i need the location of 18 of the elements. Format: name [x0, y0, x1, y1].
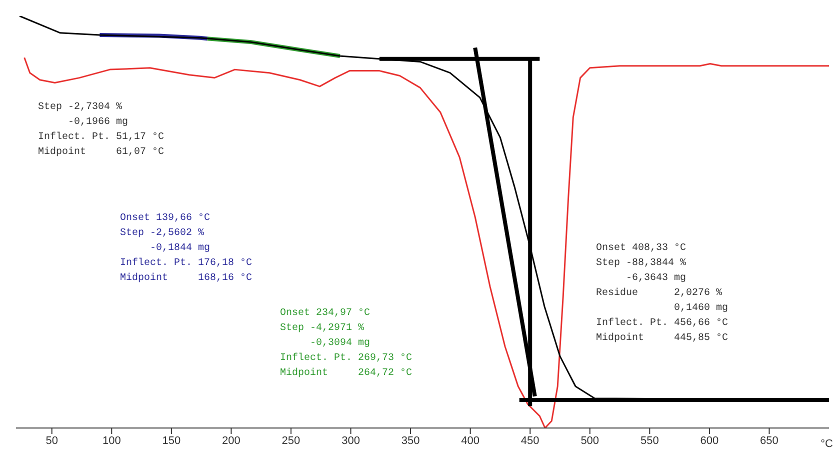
x-tick-label: 150 — [162, 434, 181, 447]
x-tick-label: 50 — [46, 434, 58, 447]
x-tick-label: 100 — [102, 434, 121, 447]
annotation: Onset 408,33 °C Step -88,3844 % -6,3643 mg Residue 2,0276 % 0,1460 mg Inflect. Pt. 456,66 °C Midpoint 445,85 °C — [596, 242, 728, 346]
x-tick-label: 250 — [282, 434, 300, 447]
x-tick-label: 400 — [461, 434, 480, 447]
annotation: Step -2,7304 % -0,1966 mg Inflect. Pt. 51,17 °C Midpoint 61,07 °C — [38, 101, 164, 160]
x-tick-label: 600 — [700, 434, 719, 447]
x-tick-label: 200 — [222, 434, 240, 447]
annotation: Onset 234,97 °C Step -4,2971 % -0,3094 mg Inflect. Pt. 269,73 °C Midpoint 264,72 °C — [280, 307, 412, 381]
x-tick-label: 550 — [640, 434, 659, 447]
x-tick-label: 500 — [580, 434, 600, 447]
x-tick-label: 300 — [342, 434, 360, 447]
annotation: Onset 139,66 °C Step -2,5602 % -0,1844 mg Inflect. Pt. 176,18 °C Midpoint 168,16 °C — [120, 212, 252, 286]
x-axis-title: °C — [820, 438, 833, 450]
x-tick-label: 350 — [401, 434, 420, 447]
x-tick-label: 650 — [760, 434, 778, 447]
x-tick-label: 450 — [520, 434, 540, 447]
